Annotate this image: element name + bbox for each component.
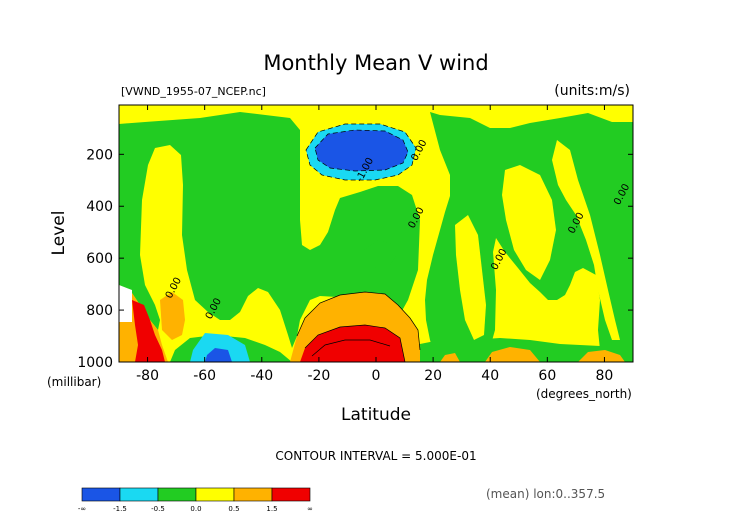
colorbar-label: -∞ (78, 505, 86, 513)
colorbar-label: ∞ (307, 505, 313, 513)
x-tick-label: -60 (193, 368, 216, 384)
contour-line-jet-outer (305, 123, 417, 181)
fill-yellow-island-a (552, 140, 620, 340)
colorbar-swatch (195, 487, 235, 502)
fill-green-left (119, 112, 420, 348)
colorbar-label: 0.5 (228, 505, 239, 513)
contour-line-center-2 (296, 291, 421, 351)
colorbar: -∞ -1.5 -0.5 0.0 0.5 1.5 ∞ (78, 487, 313, 513)
contour-interval: CONTOUR INTERVAL = 5.000E-01 (275, 449, 476, 463)
contour-fills (119, 105, 633, 362)
colorbar-label: -0.5 (151, 505, 165, 513)
fill-green-mid (363, 240, 396, 268)
x-axis-title: Latitude (341, 405, 411, 425)
colorbar-label: 0.0 (190, 505, 201, 513)
x-tick-label: 60 (538, 368, 556, 384)
y-tick-label: 1000 (77, 355, 113, 371)
fill-yellow-island-b (455, 215, 486, 340)
x-axis: -80 -60 -40 -20 0 20 40 60 80 (136, 105, 613, 384)
x-tick-label: 0 (372, 368, 381, 384)
contour-line-jet-inner (314, 129, 409, 172)
colorbar-swatch (271, 487, 311, 502)
fill-blue-lower-left (205, 348, 232, 362)
x-tick-label: 80 (596, 368, 614, 384)
fill-red-far-left (132, 300, 165, 362)
fill-orange-bump-a (485, 347, 540, 362)
mean-note: (mean) lon:0..357.5 (486, 487, 605, 501)
contour-line-center-1 (304, 324, 406, 362)
y-axis-title: Level (49, 211, 69, 256)
units-label: (units:m/s) (554, 83, 630, 99)
x-tick-label: 20 (424, 368, 442, 384)
colorbar-swatch (157, 487, 197, 502)
contour-line-center-3 (311, 339, 391, 357)
fill-orange-bump-c (440, 353, 460, 362)
y-tick-label: 600 (86, 251, 113, 267)
chart-title: Monthly Mean V wind (263, 51, 488, 75)
x-tick-label: -40 (250, 368, 273, 384)
y-tick-label: 200 (86, 147, 113, 163)
fill-cyan-lower-left (190, 333, 250, 362)
dataset-label: [VWND_1955-07_NCEP.nc] (121, 85, 266, 98)
colorbar-label: -1.5 (113, 505, 127, 513)
x-tick-label: 40 (481, 368, 499, 384)
y-axis-units: (millibar) (47, 375, 101, 389)
x-axis-units: (degrees_north) (536, 387, 632, 401)
colorbar-swatch (119, 487, 159, 502)
fill-orange-left-2 (160, 292, 185, 340)
fill-blue-upper (315, 130, 408, 171)
fill-orange-bump-b (578, 350, 625, 362)
colorbar-label: 1.5 (266, 505, 277, 513)
fill-yellow-island-c (502, 165, 556, 280)
colorbar-swatch (233, 487, 273, 502)
y-tick-label: 400 (86, 199, 113, 215)
contour-lines (296, 123, 421, 362)
fill-red-center (300, 325, 405, 362)
colorbar-swatch (81, 487, 121, 502)
x-tick-label: -80 (136, 368, 159, 384)
y-tick-label: 800 (86, 303, 113, 319)
x-tick-label: -20 (307, 368, 330, 384)
y-axis: 200 400 600 800 1000 (77, 147, 633, 371)
fill-white-far-left (119, 285, 132, 322)
